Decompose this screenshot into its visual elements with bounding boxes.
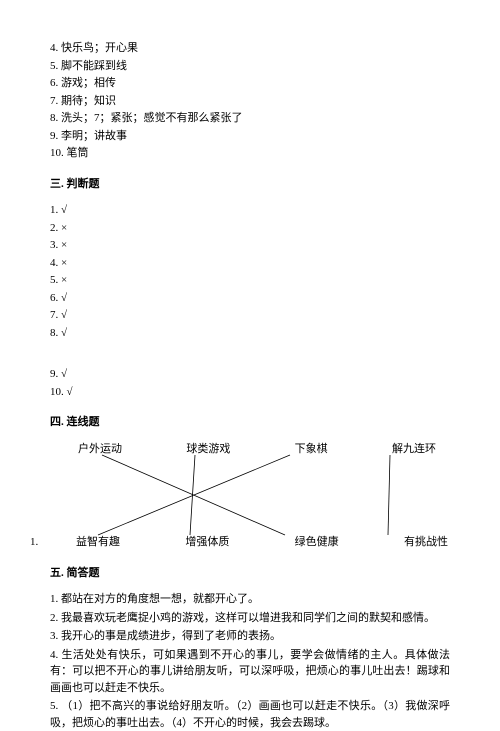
s2-item: 8. 洗头；7；紧张；感觉不有那么紧张了 <box>50 110 450 127</box>
bottom-label: 增强体质 <box>185 534 229 551</box>
section5-answers: 1. 都站在对方的角度想一想，就都开心了。 2. 我最喜欢玩老鹰捉小鸡的游戏，这… <box>50 591 450 731</box>
answer-item: 2. 我最喜欢玩老鹰捉小鸡的游戏，这样可以增进我和同学们之间的默契和感情。 <box>50 610 450 627</box>
tf-item: 1. √ <box>50 202 450 219</box>
tf-item: 4. × <box>50 255 450 272</box>
section3-list-b: 9. √ 10. √ <box>50 366 450 400</box>
section3-title: 三. 判断题 <box>50 176 450 193</box>
section2-remainder: 4. 快乐鸟；开心果 5. 脚不能踩到线 6. 游戏；相传 7. 期待；知识 8… <box>50 40 450 162</box>
tf-item: 8. √ <box>50 325 450 342</box>
s2-item: 7. 期待；知识 <box>50 93 450 110</box>
matching-bottom-row: 1. 益智有趣 增强体质 绿色健康 有挑战性 <box>50 534 450 551</box>
answer-item: 3. 我开心的事是成绩进步，得到了老师的表扬。 <box>50 628 450 645</box>
tf-item: 5. × <box>50 272 450 289</box>
section4-title: 四. 连线题 <box>50 414 450 431</box>
tf-item: 6. √ <box>50 290 450 307</box>
section5-title: 五. 简答题 <box>50 565 450 582</box>
tf-item: 9. √ <box>50 366 450 383</box>
bottom-label: 有挑战性 <box>404 534 448 551</box>
tf-item: 2. × <box>50 220 450 237</box>
question-number: 1. <box>30 534 38 551</box>
s2-item: 5. 脚不能踩到线 <box>50 58 450 75</box>
s2-item: 10. 笔筒 <box>50 145 450 162</box>
spacer <box>50 342 450 366</box>
s2-item: 9. 李明；讲故事 <box>50 128 450 145</box>
tf-item: 3. × <box>50 237 450 254</box>
bottom-label: 益智有趣 <box>76 534 120 551</box>
tf-item: 7. √ <box>50 307 450 324</box>
s2-item: 6. 游戏；相传 <box>50 75 450 92</box>
answer-item: 1. 都站在对方的角度想一想，就都开心了。 <box>50 591 450 608</box>
answer-item: 5. （1）把不高兴的事说给好朋友听。（2）画画也可以赶走不快乐。（3）我做深呼… <box>50 698 450 731</box>
section3-list-a: 1. √ 2. × 3. × 4. × 5. × 6. √ 7. √ 8. √ <box>50 202 450 341</box>
matching-diagram: 户外运动 球类游戏 下象棋 解九连环 1. 益智有趣 增强体质 绿色健康 有挑战… <box>50 441 450 551</box>
s2-item: 4. 快乐鸟；开心果 <box>50 40 450 57</box>
bottom-label: 绿色健康 <box>295 534 339 551</box>
answer-item: 4. 生活处处有快乐，可如果遇到不开心的事儿，要学会做情绪的主人。具体做法有：可… <box>50 647 450 697</box>
tf-item: 10. √ <box>50 384 450 401</box>
matching-lines <box>50 453 450 539</box>
